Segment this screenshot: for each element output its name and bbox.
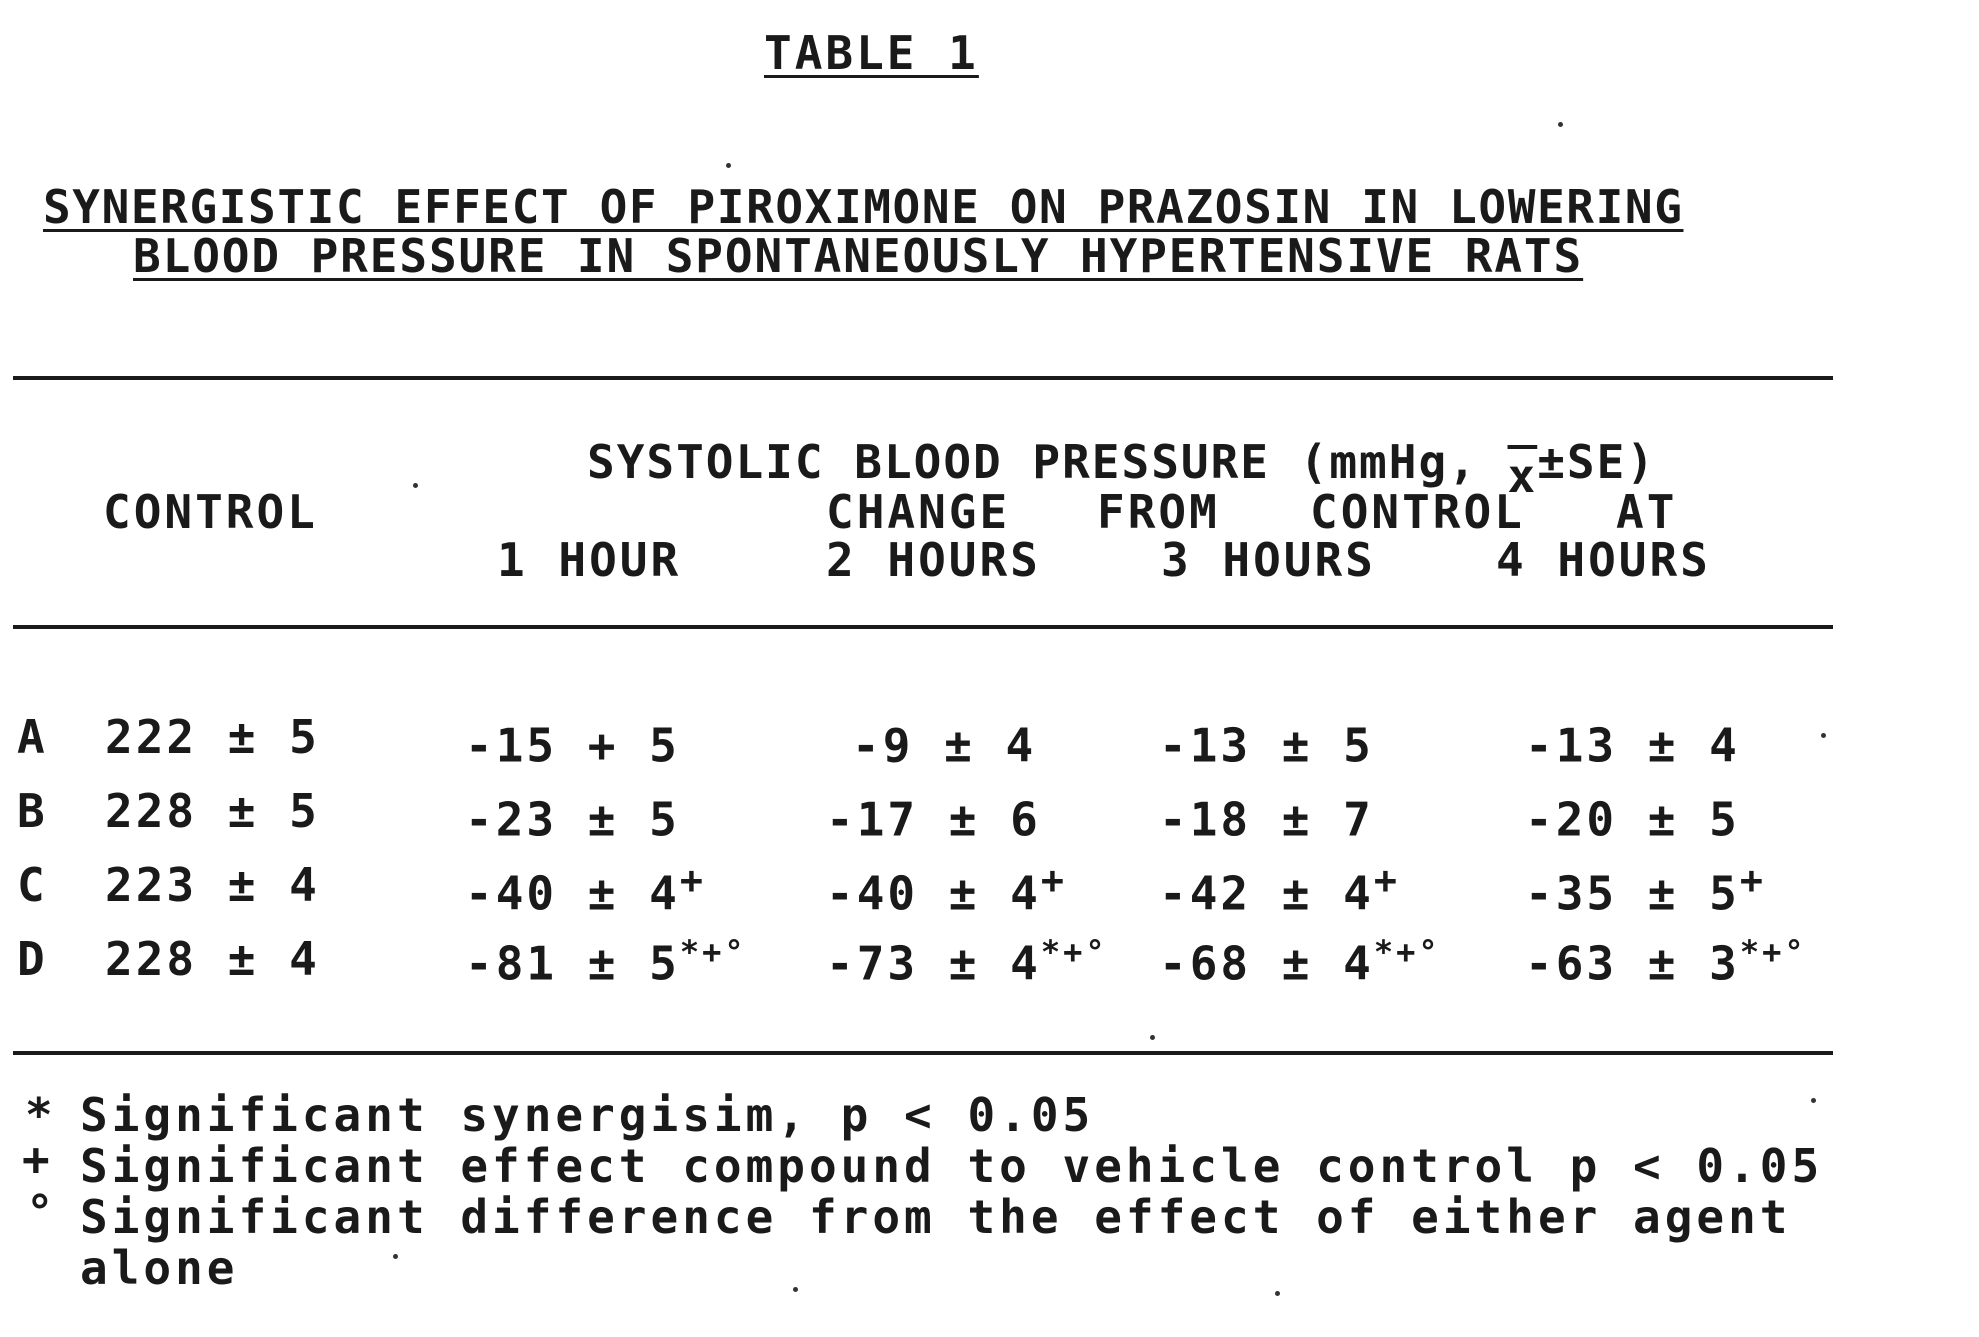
value-text: -63 ± 3 bbox=[1525, 936, 1740, 991]
header-super-heading-end: ±SE) bbox=[1537, 435, 1657, 489]
value-4-hours: -20 ± 5 bbox=[1525, 788, 1740, 842]
value-2-hours: -73 ± 4*+° bbox=[826, 936, 1108, 986]
scan-speck bbox=[393, 1254, 398, 1259]
significance-mark: + bbox=[1739, 858, 1766, 903]
header-super-heading-text: SYSTOLIC BLOOD PRESSURE (mmHg, bbox=[587, 435, 1508, 489]
value-text: -35 ± 5 bbox=[1525, 866, 1740, 921]
value-2-hours: -40 ± 4+ bbox=[826, 861, 1067, 916]
value-text: -17 ± 6 bbox=[826, 792, 1041, 847]
significance-mark: + bbox=[1373, 858, 1400, 903]
table-title-line2: BLOOD PRESSURE IN SPONTANEOUSLY HYPERTEN… bbox=[133, 229, 1584, 283]
scan-speck bbox=[1811, 1098, 1816, 1103]
bottom-rule bbox=[13, 1051, 1833, 1055]
significance-mark: *+° bbox=[679, 933, 747, 971]
value-2-hours: -9 ± 4 bbox=[852, 714, 1036, 768]
value-2-hours: -17 ± 6 bbox=[826, 788, 1041, 842]
top-rule bbox=[13, 376, 1833, 380]
footnote-text: Significant difference from the effect o… bbox=[80, 1190, 1792, 1244]
significance-mark: *+° bbox=[1373, 933, 1441, 971]
value-text: -23 ± 5 bbox=[465, 792, 680, 847]
footnote-symbol: * bbox=[25, 1088, 56, 1142]
significance-mark: + bbox=[679, 858, 706, 903]
value-text: -13 ± 5 bbox=[1159, 718, 1374, 773]
value-text: -42 ± 4 bbox=[1159, 866, 1374, 921]
scan-speck bbox=[1275, 1291, 1280, 1296]
column-header-3-hours: 3 HOURS bbox=[1161, 533, 1376, 587]
value-text: -13 ± 4 bbox=[1525, 718, 1740, 773]
scan-speck bbox=[1558, 122, 1563, 127]
control-value: 222 ± 5 bbox=[105, 710, 320, 764]
value-1-hour: -23 ± 5 bbox=[465, 788, 680, 842]
column-header-1-hour: 1 HOUR bbox=[497, 533, 682, 587]
value-text: -73 ± 4 bbox=[826, 936, 1041, 991]
value-3-hours: -18 ± 7 bbox=[1159, 788, 1374, 842]
footnote-text: Significant synergisim, p < 0.05 bbox=[80, 1088, 1095, 1142]
significance-mark: *+° bbox=[1040, 933, 1108, 971]
value-4-hours: -35 ± 5+ bbox=[1525, 861, 1766, 916]
footnote-symbol: + bbox=[22, 1132, 53, 1186]
value-3-hours: -68 ± 4*+° bbox=[1159, 936, 1441, 986]
value-4-hours: -13 ± 4 bbox=[1525, 714, 1740, 768]
header-change-word-3: CONTROL bbox=[1310, 485, 1525, 539]
footnote-text: alone bbox=[80, 1241, 239, 1295]
column-header-2-hours: 2 HOURS bbox=[826, 533, 1041, 587]
value-text: -40 ± 4 bbox=[826, 866, 1041, 921]
group-label: C bbox=[17, 858, 48, 912]
value-3-hours: -13 ± 5 bbox=[1159, 714, 1374, 768]
header-change-word-2: FROM bbox=[1097, 485, 1220, 539]
header-change-word-1: CHANGE bbox=[826, 485, 1011, 539]
group-label: A bbox=[17, 710, 48, 764]
table-title-line1: SYNERGISTIC EFFECT OF PIROXIMONE ON PRAZ… bbox=[43, 180, 1684, 234]
mean-symbol: x bbox=[1507, 449, 1538, 503]
value-1-hour: -81 ± 5*+° bbox=[465, 936, 747, 986]
value-4-hours: -63 ± 3*+° bbox=[1525, 936, 1807, 986]
table-label: TABLE 1 bbox=[764, 26, 979, 80]
value-text: -15 + 5 bbox=[465, 718, 680, 773]
control-value: 223 ± 4 bbox=[105, 858, 320, 912]
value-text: -20 ± 5 bbox=[1525, 792, 1740, 847]
group-label: B bbox=[17, 784, 48, 838]
footnote-text: Significant effect compound to vehicle c… bbox=[80, 1139, 1824, 1193]
value-text: -40 ± 4 bbox=[465, 866, 680, 921]
scan-speck bbox=[1821, 733, 1826, 738]
scan-speck bbox=[1150, 1035, 1155, 1040]
header-control: CONTROL bbox=[103, 485, 318, 539]
value-1-hour: -15 + 5 bbox=[465, 714, 680, 768]
header-rule bbox=[13, 625, 1833, 629]
value-text: -18 ± 7 bbox=[1159, 792, 1374, 847]
significance-mark: *+° bbox=[1739, 933, 1807, 971]
scan-speck bbox=[413, 483, 418, 488]
value-1-hour: -40 ± 4+ bbox=[465, 861, 706, 916]
scan-speck bbox=[793, 1287, 798, 1292]
header-change-word-4: AT bbox=[1616, 485, 1678, 539]
group-label: D bbox=[17, 932, 48, 986]
footnote-symbol: ° bbox=[26, 1185, 57, 1239]
value-text: -81 ± 5 bbox=[465, 936, 680, 991]
header-super-heading: SYSTOLIC BLOOD PRESSURE (mmHg, x±SE) bbox=[587, 439, 1656, 499]
value-3-hours: -42 ± 4+ bbox=[1159, 861, 1400, 916]
significance-mark: + bbox=[1040, 858, 1067, 903]
value-text: -9 ± 4 bbox=[852, 718, 1037, 773]
value-text: -68 ± 4 bbox=[1159, 936, 1374, 991]
control-value: 228 ± 4 bbox=[105, 932, 320, 986]
scan-speck bbox=[726, 163, 731, 168]
column-header-4-hours: 4 HOURS bbox=[1496, 533, 1711, 587]
control-value: 228 ± 5 bbox=[105, 784, 320, 838]
